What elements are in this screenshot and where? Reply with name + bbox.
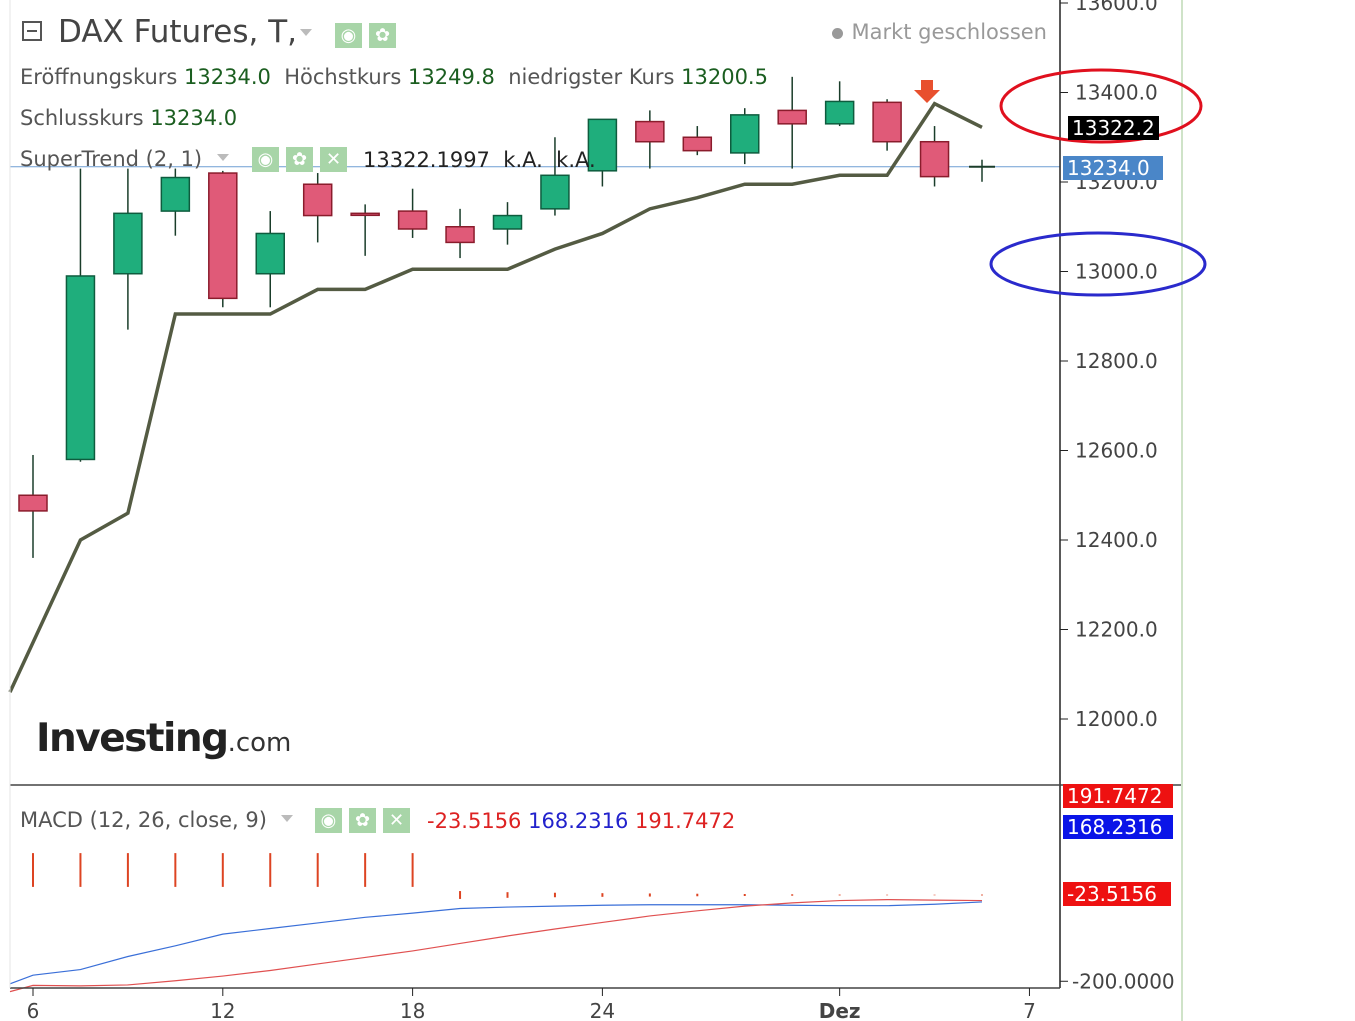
supertrend-eye-icon[interactable]: ◉ (252, 147, 279, 172)
y-tick-label: 12200.0 (1075, 618, 1158, 642)
blue-ellipse (989, 231, 1207, 297)
candle-body (208, 172, 238, 300)
close-legend: Schlusskurs 13234.0 (20, 106, 237, 130)
candle-body (65, 275, 96, 461)
macd-eye-icon[interactable]: ◉ (315, 808, 342, 833)
high-value: 13249.8 (408, 65, 495, 89)
y-tick-label: 12800.0 (1075, 349, 1158, 373)
macd-hist-tag: -23.5156 (1063, 882, 1171, 906)
supertrend-value: 13322.1997 (363, 148, 490, 172)
candle-body (777, 109, 807, 125)
x-tick-label: 7 (1023, 999, 1036, 1021)
y-tick-label: 12600.0 (1075, 439, 1158, 463)
open-label: Eröffnungskurs (20, 65, 178, 89)
supertrend-values: 13322.1997 k.A. k.A. (363, 148, 596, 172)
x-tick-label: 12 (210, 999, 235, 1021)
candle-body (635, 120, 665, 143)
macd-label: MACD (12, 26, close, 9) (20, 808, 267, 832)
low-label: niedrigster Kurs (508, 65, 675, 89)
candle-body (540, 174, 570, 210)
ohlc-legend: Eröffnungskurs 13234.0 Höchstkurs 13249.… (20, 65, 768, 89)
logo-suffix: .com (227, 728, 292, 758)
x-tick-label: 6 (27, 999, 40, 1021)
candle-body (255, 232, 285, 275)
logo-brand: Investing (36, 716, 229, 761)
x-tick-label: 24 (590, 999, 615, 1021)
candle-body (730, 114, 760, 154)
macd-signal-value: 191.7472 (635, 809, 736, 833)
macd-gear-icon[interactable]: ✿ (349, 808, 376, 833)
y-tick-label: 13600.0 (1075, 0, 1158, 15)
sell-arrow-icon (914, 80, 940, 103)
candle-body (445, 226, 475, 244)
candle-body (160, 176, 191, 212)
macd-values: -23.5156 168.2316 191.7472 (427, 809, 735, 833)
supertrend-close-icon[interactable]: ✕ (320, 147, 347, 172)
status-dot-icon (832, 27, 844, 39)
candle-body (682, 136, 713, 152)
collapse-icon[interactable] (22, 21, 42, 41)
candle-body (397, 210, 428, 230)
y-tick-label: 12000.0 (1075, 707, 1158, 731)
y-tick-label: 12400.0 (1075, 528, 1158, 552)
close-label: Schlusskurs (20, 106, 144, 130)
macd-line (9, 901, 983, 985)
market-status-text: Markt geschlossen (851, 20, 1047, 44)
macd-line-tag: 168.2316 (1063, 815, 1173, 839)
macd-signal-tag: 191.7472 (1063, 784, 1173, 808)
candle-body (492, 214, 523, 230)
candle-body (919, 140, 950, 178)
open-value: 13234.0 (184, 65, 271, 89)
last-price-tag: 13234.0 (1063, 156, 1163, 180)
axes: 13600.013400.013200.013000.012800.012600… (9, 0, 1183, 1021)
macd-legend: MACD (12, 26, close, 9) (20, 808, 267, 832)
candle-body (350, 212, 380, 217)
market-status: Markt geschlossen (832, 20, 1047, 44)
annotations (914, 68, 1207, 297)
x-tick-label: 18 (400, 999, 425, 1021)
supertrend-na-2: k.A. (556, 148, 596, 172)
candle-body (872, 101, 902, 143)
low-value: 13200.5 (681, 65, 768, 89)
macd-line-value: 168.2316 (528, 809, 629, 833)
x-tick-label: Dez (819, 999, 861, 1021)
chart-title: DAX Futures, T, (58, 14, 297, 50)
gear-icon[interactable]: ✿ (369, 23, 396, 48)
supertrend-gear-icon[interactable]: ✿ (286, 147, 313, 172)
close-value: 13234.0 (150, 106, 238, 130)
supertrend-na-1: k.A. (503, 148, 543, 172)
candle-body (587, 118, 618, 172)
y-tick-label: 13000.0 (1075, 260, 1158, 284)
macd-signal-line (9, 899, 983, 993)
candle-body (824, 100, 855, 125)
macd-hist-value: -23.5156 (427, 809, 522, 833)
investing-logo: Investing.com (36, 716, 291, 761)
high-label: Höchstkurs (284, 65, 402, 89)
red-ellipse (999, 68, 1203, 144)
candle-body (302, 183, 333, 217)
macd-pane (9, 853, 983, 993)
supertrend-legend: SuperTrend (2, 1) (20, 147, 202, 171)
macd-chevron-icon[interactable] (281, 815, 293, 822)
macd-y-tick-label: -200.0000 (1072, 969, 1175, 993)
macd-close-icon[interactable]: ✕ (383, 808, 410, 833)
chevron-down-icon[interactable] (300, 29, 312, 36)
candle-body (113, 212, 143, 275)
supertrend-price-tag: 13322.2 (1068, 116, 1159, 140)
supertrend-chevron-icon[interactable] (217, 154, 229, 161)
candle-body (18, 494, 48, 512)
y-tick-label: 13400.0 (1075, 81, 1158, 105)
supertrend-label: SuperTrend (2, 1) (20, 147, 203, 171)
supertrend-series (8, 101, 983, 693)
eye-icon[interactable]: ◉ (335, 23, 362, 48)
supertrend-line (8, 101, 983, 693)
candle-series (18, 76, 995, 558)
